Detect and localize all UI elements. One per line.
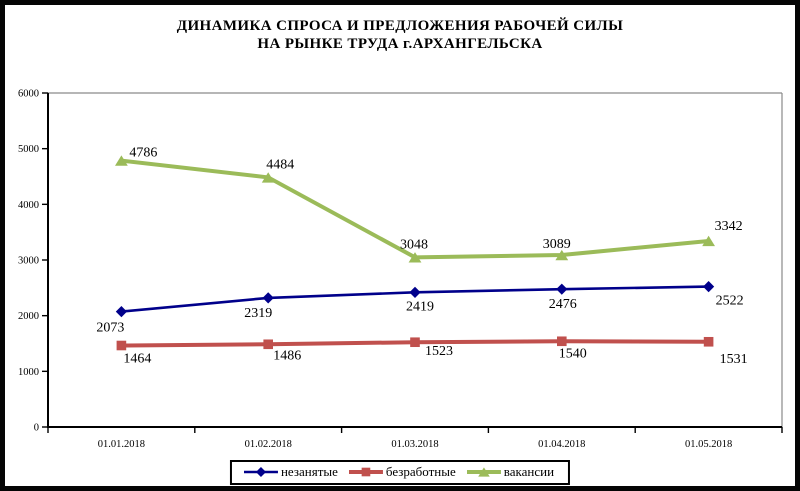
data-label: 2319	[244, 306, 272, 321]
data-label: 2476	[549, 297, 577, 312]
y-axis-tick-label: 5000	[18, 144, 39, 155]
legend: незанятые безработные вакансии	[229, 460, 571, 485]
y-axis-tick-label: 6000	[18, 89, 39, 100]
x-axis-tick-label: 01.04.2018	[538, 439, 585, 450]
legend-swatch-icon	[466, 467, 501, 477]
legend-swatch-icon	[348, 467, 383, 477]
marker-diamond	[255, 466, 267, 478]
series-1: 1464 1486 1523 1540 1531	[116, 336, 748, 367]
marker-square	[116, 340, 127, 351]
marker-diamond	[556, 283, 568, 295]
marker-triangle	[477, 467, 490, 477]
data-label: 3342	[715, 219, 743, 234]
data-label: 1531	[720, 352, 748, 367]
marker-square	[263, 339, 273, 350]
marker-triangle	[115, 155, 128, 166]
legend-label: незанятые	[280, 464, 338, 479]
marker-square	[557, 336, 567, 347]
x-axis-tick-label: 01.01.2018	[98, 439, 145, 450]
y-axis-tick-label: 3000	[18, 256, 39, 267]
legend-label: вакансии	[503, 464, 555, 479]
chart-title-line2: НА РЫНКЕ ТРУДА г.АРХАНГЕЛЬСКА	[257, 36, 543, 52]
data-label: 2073	[96, 321, 124, 336]
legend-item-1: безработные	[348, 464, 456, 480]
series-2: 4786 4484 3048 3089 3342	[115, 146, 743, 263]
legend-label: безработные	[385, 464, 456, 479]
marker-triangle	[702, 235, 715, 247]
chart-title-line1: ДИНАМИКА СПРОСА И ПРЕДЛОЖЕНИЯ РАБОЧЕЙ СИ…	[176, 18, 624, 34]
marker-diamond	[703, 281, 715, 293]
y-axis-tick-label: 4000	[18, 200, 39, 211]
data-label: 4484	[266, 157, 294, 172]
series-0: 2073 2319 2419 2476 2522	[96, 281, 744, 336]
legend-swatch-icon	[243, 466, 278, 478]
data-label: 1464	[123, 352, 151, 367]
marker-square	[703, 336, 714, 347]
y-axis-tick-label: 2000	[18, 311, 39, 322]
marker-diamond	[262, 292, 274, 304]
marker-triangle	[408, 252, 422, 263]
data-label: 4786	[129, 146, 157, 161]
x-axis-tick-label: 01.03.2018	[391, 439, 438, 450]
x-axis-tick-label: 01.02.2018	[245, 439, 292, 450]
data-label: 1540	[559, 346, 587, 361]
legend-item-0: незанятые	[243, 464, 338, 480]
marker-square	[410, 337, 420, 348]
y-axis-tick-label: 1000	[18, 367, 39, 378]
legend-item-2: вакансии	[466, 464, 555, 480]
data-label: 2522	[716, 294, 744, 309]
chart-title: ДИНАМИКА СПРОСА И ПРЕДЛОЖЕНИЯ РАБОЧЕЙ СИ…	[0, 17, 800, 53]
marker-triangle	[261, 172, 275, 183]
data-label: 3048	[400, 237, 428, 252]
marker-square	[361, 467, 371, 477]
marker-diamond	[409, 286, 421, 298]
data-label: 1486	[273, 348, 301, 363]
data-label: 1523	[425, 344, 453, 359]
x-axis-tick-label: 01.05.2018	[685, 439, 732, 450]
y-axis-tick-label: 0	[34, 423, 39, 434]
marker-triangle	[555, 249, 569, 261]
marker-diamond	[115, 306, 127, 318]
data-label: 2419	[406, 299, 434, 314]
data-label: 3089	[543, 237, 571, 252]
